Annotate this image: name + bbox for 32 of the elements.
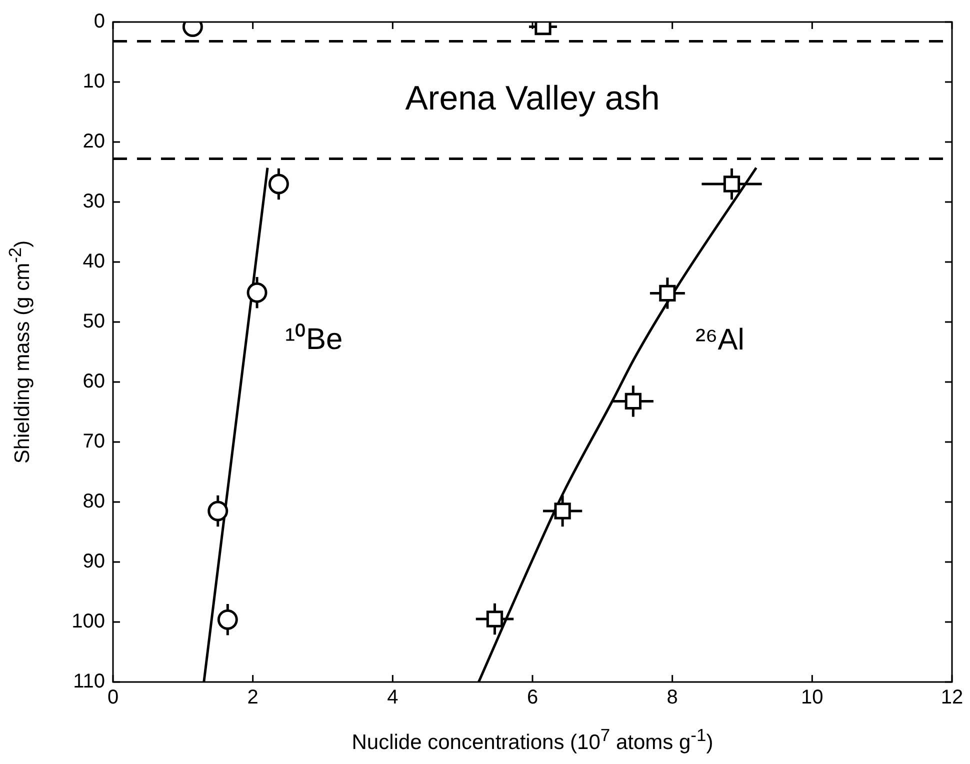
x-tick-label: 2	[247, 686, 258, 709]
y-tick-label: 60	[82, 370, 105, 393]
point	[208, 500, 228, 522]
x-tick-label: 12	[940, 686, 964, 709]
point	[554, 502, 571, 520]
point	[246, 282, 268, 303]
x-tick-label: 0	[107, 686, 119, 709]
series-label: ²⁶Al	[695, 323, 744, 356]
point	[268, 174, 289, 194]
y-tick-label: 100	[72, 610, 105, 633]
y-tick-label: 0	[94, 10, 105, 33]
x-tick-label: 6	[526, 686, 538, 709]
point	[624, 392, 642, 410]
x-axis-title: Nuclide concentrations (10$^{7}$ atoms g$^{-1}$)	[350, 725, 714, 755]
y-tick-label: 80	[82, 490, 105, 513]
y-tick-label: 30	[82, 190, 105, 213]
point	[659, 284, 676, 302]
y-tick-label: 10	[82, 70, 105, 93]
x-tick-label: 8	[666, 686, 678, 709]
y-tick-label: 40	[82, 250, 105, 273]
series-label: ¹⁰Be	[285, 322, 343, 356]
y-tick-label: 90	[82, 550, 105, 573]
y-tick-label: 50	[82, 310, 105, 333]
point	[723, 176, 740, 192]
point	[486, 610, 504, 628]
x-tick-label: 10	[801, 686, 824, 709]
y-tick-label: 20	[82, 130, 105, 153]
annotation: Arena Valley ash	[405, 79, 660, 118]
y-tick-label: 70	[82, 430, 105, 453]
x-tick-label: 4	[387, 686, 398, 709]
y-tick-label: 110	[73, 670, 105, 693]
point	[217, 609, 238, 630]
